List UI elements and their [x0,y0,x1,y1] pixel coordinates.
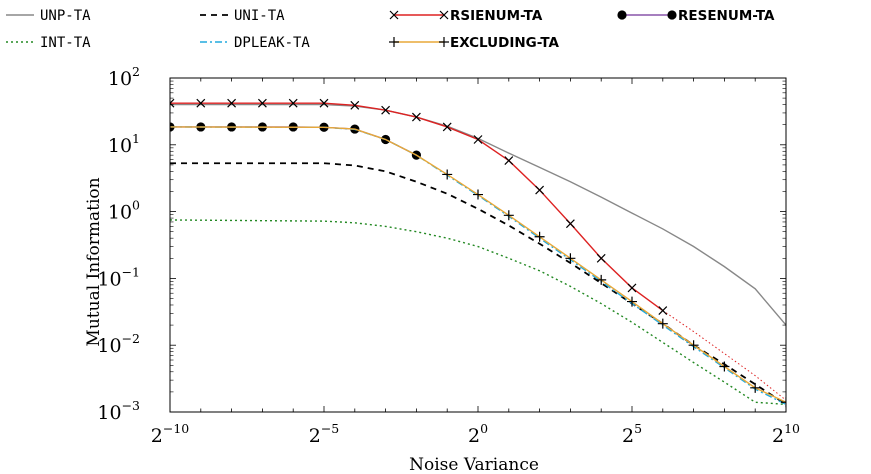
data-point-rsienum-ta [288,98,298,108]
data-point-excluding-ta [657,318,668,329]
series-resenum-ta [170,122,421,160]
legend-item-unp-ta: UNP-TA [6,8,91,24]
x-tick-label: 2−10 [151,421,190,447]
legend-item-excluding-ta: EXCLUDING-TA [389,35,560,51]
data-point-rsienum-ta [627,283,637,293]
data-point-rsienum-ta [319,98,329,108]
axes: 2−10 2−5 20 25 210 10−3 10−2 10−1 100 101 102 [97,64,800,447]
data-point-rsienum-ta [411,112,421,122]
data-point-excluding-ta [781,397,786,408]
legend: UNP-TA UNI-TA RSIENUM-TA RESENUM-TA INT-TA DP… [6,8,775,51]
legend-item-rsienum-ta: RSIENUM-TA [389,8,543,24]
data-point-rsienum-ta [596,253,606,263]
plot-area [170,98,786,408]
x-tick-label: 25 [622,421,642,447]
series-excluding-ta [170,126,786,408]
legend-marker [667,10,677,20]
y-axis-label: Mutual Information [84,177,104,346]
legend-label: INT-TA [40,35,91,51]
data-point-rsienum-ta [565,219,575,229]
data-point-rsienum-ta [535,185,545,195]
legend-item-resenum-ta: RESENUM-TA [617,8,775,24]
data-point-rsienum-ta [504,156,514,166]
data-point-rsienum-ta [227,98,237,108]
legend-label: RESENUM-TA [678,8,775,24]
series-unp-ta [170,103,786,326]
series-line-int-ta [170,219,786,406]
x-axis-label: Noise Variance [409,455,539,474]
data-point-rsienum-ta [381,105,391,115]
data-point-rsienum-ta [473,135,483,144]
data-point-excluding-ta [627,296,637,307]
legend-item-int-ta: INT-TA [6,35,91,51]
data-point-rsienum-ta [170,98,175,108]
series-int-ta [170,219,786,406]
legend-marker [617,10,627,20]
y-tick-label: 10−1 [97,264,140,290]
legend-label: UNP-TA [40,8,91,24]
series-line-unp-ta [170,103,786,326]
data-point-excluding-ta [688,340,699,351]
legend-label: UNI-TA [234,8,285,24]
series-tail-rsienum-ta [662,310,786,401]
data-point-rsienum-ta [442,122,452,132]
series-line-rsienum-ta [170,102,664,312]
y-tick-label: 101 [108,131,140,157]
data-point-rsienum-ta [350,100,360,110]
data-point-rsienum-ta [257,98,267,108]
series-line-excluding-ta [170,126,786,403]
legend-label: EXCLUDING-TA [450,35,560,51]
y-tick-label: 102 [108,64,140,90]
x-tick-label: 210 [772,421,800,447]
data-point-excluding-ta [503,210,514,221]
legend-marker [439,37,449,47]
y-tick-label: 10−2 [97,331,140,357]
data-point-rsienum-ta [658,306,668,315]
x-tick-label: 2−5 [309,421,340,447]
data-point-rsienum-ta [196,98,206,108]
legend-item-uni-ta: UNI-TA [200,8,285,24]
y-tick-label: 100 [108,198,140,224]
y-tick-label: 10−3 [97,398,140,424]
legend-marker [389,10,399,20]
x-tick-label: 20 [468,421,488,447]
data-point-excluding-ta [565,253,576,264]
data-point-excluding-ta [442,169,453,180]
legend-label: DPLEAK-TA [234,35,310,51]
data-point-excluding-ta [750,382,761,393]
legend-label: RSIENUM-TA [450,8,543,24]
data-point-excluding-ta [534,231,545,242]
data-point-excluding-ta [596,274,607,285]
legend-marker [439,10,449,20]
legend-marker [389,37,399,47]
series-rsienum-ta [170,98,786,401]
data-point-excluding-ta [473,189,483,200]
legend-item-dpleak-ta: DPLEAK-TA [200,35,310,51]
data-point-excluding-ta [719,361,730,372]
